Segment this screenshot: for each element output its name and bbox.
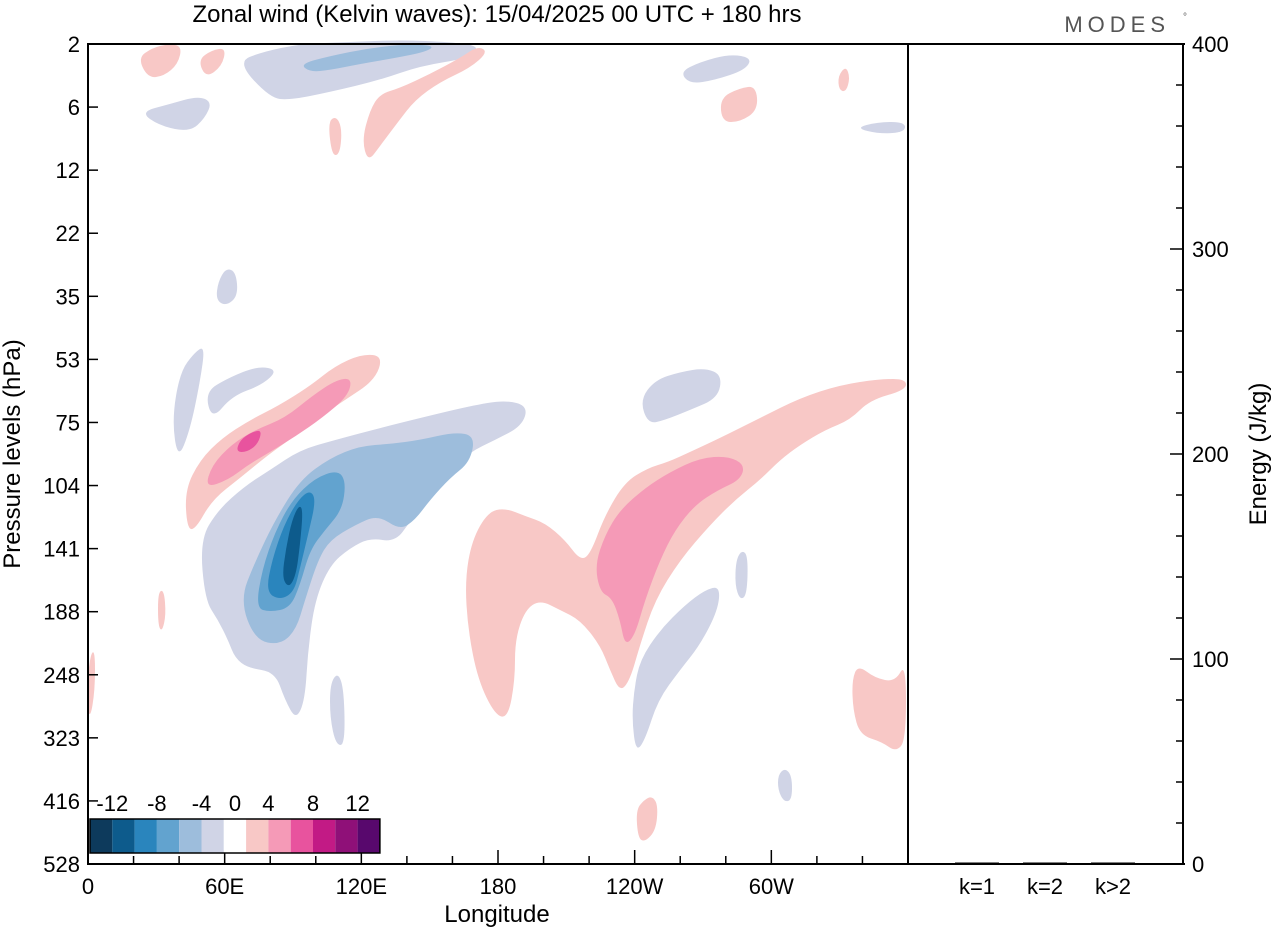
colorbar-frame bbox=[89, 818, 381, 854]
pressure-axis: 2 6 12 22 35 53 75 104 141 188 248 323 416 528 bbox=[43, 32, 98, 877]
easterly-anomaly-region bbox=[632, 587, 720, 748]
energy-axis: 0 100 200 300 400 bbox=[1170, 32, 1229, 877]
easterly-anomaly-region bbox=[244, 40, 477, 100]
colorbar-swatch bbox=[268, 819, 291, 853]
easterly-anomaly-region bbox=[683, 55, 750, 83]
easterly-anomaly-region bbox=[216, 269, 238, 305]
colorbar-swatch bbox=[90, 819, 113, 853]
easterly-anomaly-region bbox=[778, 769, 792, 802]
energy-tick-label: 300 bbox=[1192, 237, 1229, 262]
x-tick-label: 60E bbox=[205, 874, 244, 899]
x-tick-label: 120E bbox=[336, 874, 387, 899]
energy-category-label: k=2 bbox=[1027, 874, 1063, 899]
colorbar-label: -4 bbox=[192, 791, 212, 816]
colorbar-swatch bbox=[112, 819, 135, 853]
energy-tick-label: 400 bbox=[1192, 32, 1229, 57]
colorbar-swatch bbox=[156, 819, 180, 853]
wind-contour-field bbox=[87, 40, 906, 841]
westerly-anomaly-region bbox=[158, 590, 166, 630]
y-tick-label: 141 bbox=[43, 537, 80, 562]
westerly-anomaly-region bbox=[838, 68, 849, 92]
easterly-anomaly-region bbox=[207, 367, 274, 414]
energy-tick-label: 200 bbox=[1192, 442, 1229, 467]
colorbar-label: 0 bbox=[229, 791, 241, 816]
colorbar-swatch bbox=[357, 819, 380, 853]
colorbar-label: -12 bbox=[96, 791, 128, 816]
colorbar-swatch bbox=[201, 819, 224, 853]
y-tick-label: 104 bbox=[43, 474, 80, 499]
westerly-anomaly-region bbox=[596, 456, 744, 643]
energy-category-label: k=1 bbox=[959, 874, 995, 899]
energy-category-label: k>2 bbox=[1095, 874, 1131, 899]
westerly-anomaly-region bbox=[237, 430, 261, 452]
energy-tick-label: 0 bbox=[1192, 852, 1204, 877]
y-tick-label: 416 bbox=[43, 789, 80, 814]
colorbar-label: 8 bbox=[307, 791, 319, 816]
y-tick-label: 75 bbox=[56, 410, 80, 435]
y-tick-label: 53 bbox=[56, 347, 80, 372]
westerly-anomaly-region bbox=[636, 797, 658, 841]
brand-mark: ° bbox=[1183, 12, 1187, 23]
energy-bar bbox=[955, 862, 999, 864]
colorbar-swatch bbox=[179, 819, 202, 853]
y-tick-label: 22 bbox=[56, 221, 80, 246]
energy-bar bbox=[1023, 862, 1067, 864]
easterly-anomaly-region bbox=[642, 369, 721, 423]
x-axis-label: Longitude bbox=[444, 901, 549, 928]
easterly-anomaly-region bbox=[173, 348, 204, 452]
x-tick-label: 60W bbox=[749, 874, 794, 899]
y-tick-label: 188 bbox=[43, 600, 80, 625]
energy-tick-label: 100 bbox=[1192, 647, 1229, 672]
westerly-anomaly-region bbox=[200, 48, 225, 75]
westerly-anomaly-region bbox=[852, 668, 906, 750]
x-tick-label: 120W bbox=[606, 874, 664, 899]
y-tick-label: 2 bbox=[68, 32, 80, 57]
y-tick-label: 6 bbox=[68, 95, 80, 120]
x-tick-label: 180 bbox=[480, 874, 517, 899]
colorbar-swatch bbox=[134, 819, 157, 853]
easterly-anomaly-region bbox=[735, 551, 748, 599]
y-tick-label: 248 bbox=[43, 663, 80, 688]
westerly-anomaly-region bbox=[363, 48, 485, 158]
westerly-anomaly-region bbox=[466, 379, 906, 717]
easterly-anomaly-region bbox=[243, 433, 473, 644]
brand-logo: MODES bbox=[1064, 12, 1170, 37]
easterly-anomaly-region bbox=[303, 44, 432, 72]
y-axis-label: Pressure levels (hPa) bbox=[0, 339, 26, 568]
easterly-anomaly-region bbox=[330, 675, 345, 745]
x-tick-label: 0 bbox=[82, 874, 94, 899]
colorbar-swatch bbox=[313, 819, 336, 853]
colorbar-swatch bbox=[290, 819, 313, 853]
easterly-anomaly-region bbox=[283, 506, 303, 586]
energy-axis-label: Energy (J/kg) bbox=[1245, 383, 1272, 526]
colorbar-swatch bbox=[246, 819, 269, 853]
colorbar-legend: -12 -8 -4 0 4 8 12 bbox=[89, 791, 381, 854]
longitude-axis: 0 60E 120E 180 120W 60W bbox=[82, 850, 909, 899]
energy-bar bbox=[1091, 862, 1135, 864]
y-tick-label: 35 bbox=[56, 284, 80, 309]
colorbar-swatch bbox=[335, 819, 358, 853]
colorbar-label: 12 bbox=[345, 791, 369, 816]
westerly-anomaly-region bbox=[720, 86, 758, 122]
westerly-anomaly-region bbox=[207, 378, 351, 486]
energy-bars: k=1 k=2 k>2 bbox=[955, 862, 1135, 899]
easterly-anomaly-region bbox=[146, 97, 210, 130]
colorbar-label: -8 bbox=[147, 791, 167, 816]
chart-title: Zonal wind (Kelvin waves): 15/04/2025 00… bbox=[193, 1, 802, 28]
colorbar-label: 4 bbox=[262, 791, 274, 816]
y-tick-label: 12 bbox=[56, 158, 80, 183]
westerly-anomaly-region bbox=[329, 118, 342, 156]
y-tick-label: 528 bbox=[43, 852, 80, 877]
easterly-anomaly-region bbox=[860, 122, 905, 134]
westerly-anomaly-region bbox=[140, 44, 181, 78]
y-tick-label: 323 bbox=[43, 726, 80, 751]
colorbar-swatch bbox=[223, 819, 247, 853]
